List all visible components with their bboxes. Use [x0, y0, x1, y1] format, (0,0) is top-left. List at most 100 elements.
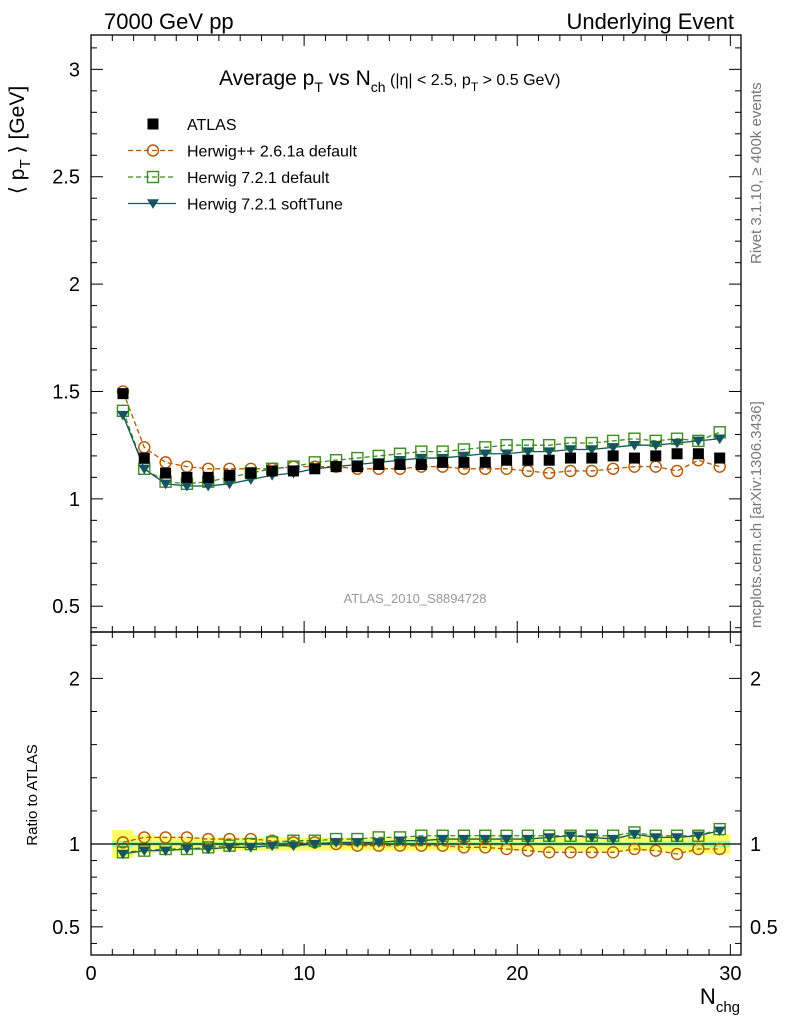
ratio-data-point — [692, 842, 705, 856]
ratio-y-tick-label: 2 — [69, 668, 80, 690]
header-right: Underlying Event — [566, 9, 734, 34]
data-point — [585, 445, 598, 455]
ratio-data-point — [330, 838, 343, 848]
ratio-y-tick-label-right: 2 — [750, 668, 761, 690]
data-point — [266, 465, 278, 477]
ratio-data-point — [180, 844, 193, 855]
ratio-data-point — [308, 839, 321, 850]
ratio-data-point — [692, 831, 705, 842]
data-point — [159, 456, 172, 469]
mcplots-label: mcplots.cern.ch [arXiv:1306.3436] — [748, 401, 765, 628]
data-point — [692, 434, 705, 448]
data-point — [564, 445, 577, 455]
ratio-y-tick-label-right: 0.5 — [750, 917, 778, 939]
legend-marker — [146, 170, 160, 184]
data-point — [160, 467, 172, 479]
ratio-data-point — [394, 836, 407, 847]
data-point — [181, 471, 193, 483]
x-tick-label: 10 — [293, 963, 315, 985]
ratio-data-point — [628, 829, 641, 840]
ratio-data-point — [287, 841, 300, 852]
data-point — [670, 464, 684, 478]
ratio-data-point — [564, 831, 577, 842]
ratio-data-point — [116, 836, 130, 849]
data-point — [521, 447, 534, 458]
data-point — [606, 462, 620, 475]
data-point — [501, 454, 513, 466]
data-point — [542, 466, 556, 480]
ratio-data-point — [713, 826, 726, 837]
data-point — [671, 438, 684, 449]
data-point — [437, 456, 449, 468]
ratio-data-point — [500, 834, 513, 845]
ratio-data-point — [180, 842, 194, 856]
legend: ATLAS Herwig++ 2.6.1a default Herwig 7.2.1… — [128, 117, 357, 214]
data-point — [138, 464, 151, 475]
ratio-data-point — [521, 844, 535, 857]
y-tick-label: 2 — [69, 274, 80, 296]
ratio-data-point — [692, 829, 705, 842]
data-point — [479, 449, 492, 460]
ratio-data-point — [542, 846, 556, 859]
title-vs-sub: ch — [371, 79, 386, 95]
legend-label: Herwig++ 2.6.1a default — [187, 144, 357, 161]
ratio-y-tick-label: 0.5 — [52, 917, 80, 939]
y-tick-label: 1.5 — [52, 381, 80, 403]
data-point — [585, 464, 599, 478]
ratio-series-line — [122, 828, 720, 853]
data-point — [607, 443, 620, 453]
data-point — [415, 453, 428, 464]
ratio-data-point — [266, 841, 279, 852]
data-point — [628, 452, 640, 464]
ratio-data-point — [628, 842, 641, 856]
ratio-plot-area: 0 10 20 30 0.5 0.5 1 1 2 2 — [52, 631, 778, 985]
ratio-data-point — [372, 838, 385, 848]
ratio-y-tick-label: 1 — [69, 834, 80, 856]
data-point — [564, 464, 577, 478]
ratio-data-point — [521, 834, 534, 845]
y-axis-label-sub: T — [17, 159, 34, 168]
ratio-data-point — [649, 833, 662, 843]
data-point — [522, 454, 534, 466]
ratio-data-point — [138, 831, 151, 844]
ratio-data-point — [138, 846, 151, 857]
title-main: Average p — [219, 67, 314, 90]
x-axis-label-sub: chg — [716, 999, 740, 1016]
ratio-data-point — [457, 834, 470, 845]
ratio-plot-frame — [90, 631, 742, 956]
ratio-data-point — [351, 838, 364, 848]
data-point — [586, 452, 598, 464]
data-point — [138, 452, 150, 464]
y-tick-label: 1 — [69, 489, 80, 511]
ratio-data-point — [713, 842, 726, 856]
data-point — [202, 471, 214, 483]
data-point — [224, 469, 236, 481]
data-point — [330, 461, 342, 473]
ratio-data-point — [202, 844, 215, 855]
data-point — [500, 449, 513, 460]
data-point — [351, 461, 363, 473]
data-point — [671, 448, 683, 460]
x-tick-label: 20 — [506, 963, 528, 985]
ratio-data-point — [607, 834, 620, 845]
ratio-data-point — [116, 849, 129, 860]
data-point — [245, 467, 257, 479]
data-point — [713, 434, 726, 445]
title-main-sub: T — [314, 79, 323, 95]
data-point — [309, 463, 321, 475]
ratio-data-point — [436, 834, 449, 845]
data-point — [692, 448, 704, 460]
data-point — [650, 450, 662, 462]
title-cut2: > 0.5 GeV) — [478, 72, 560, 89]
title-cut1: (|η| < 2.5, p — [386, 72, 471, 89]
data-point — [543, 447, 556, 458]
data-point — [287, 465, 299, 477]
analysis-watermark: ATLAS_2010_S8894728 — [344, 591, 487, 606]
ratio-data-point — [649, 844, 662, 857]
data-point — [607, 450, 619, 462]
legend-marker — [147, 118, 159, 130]
ratio-y-tick-label-right: 1 — [750, 834, 761, 856]
ratio-data-point — [585, 833, 598, 843]
data-point — [180, 481, 193, 492]
